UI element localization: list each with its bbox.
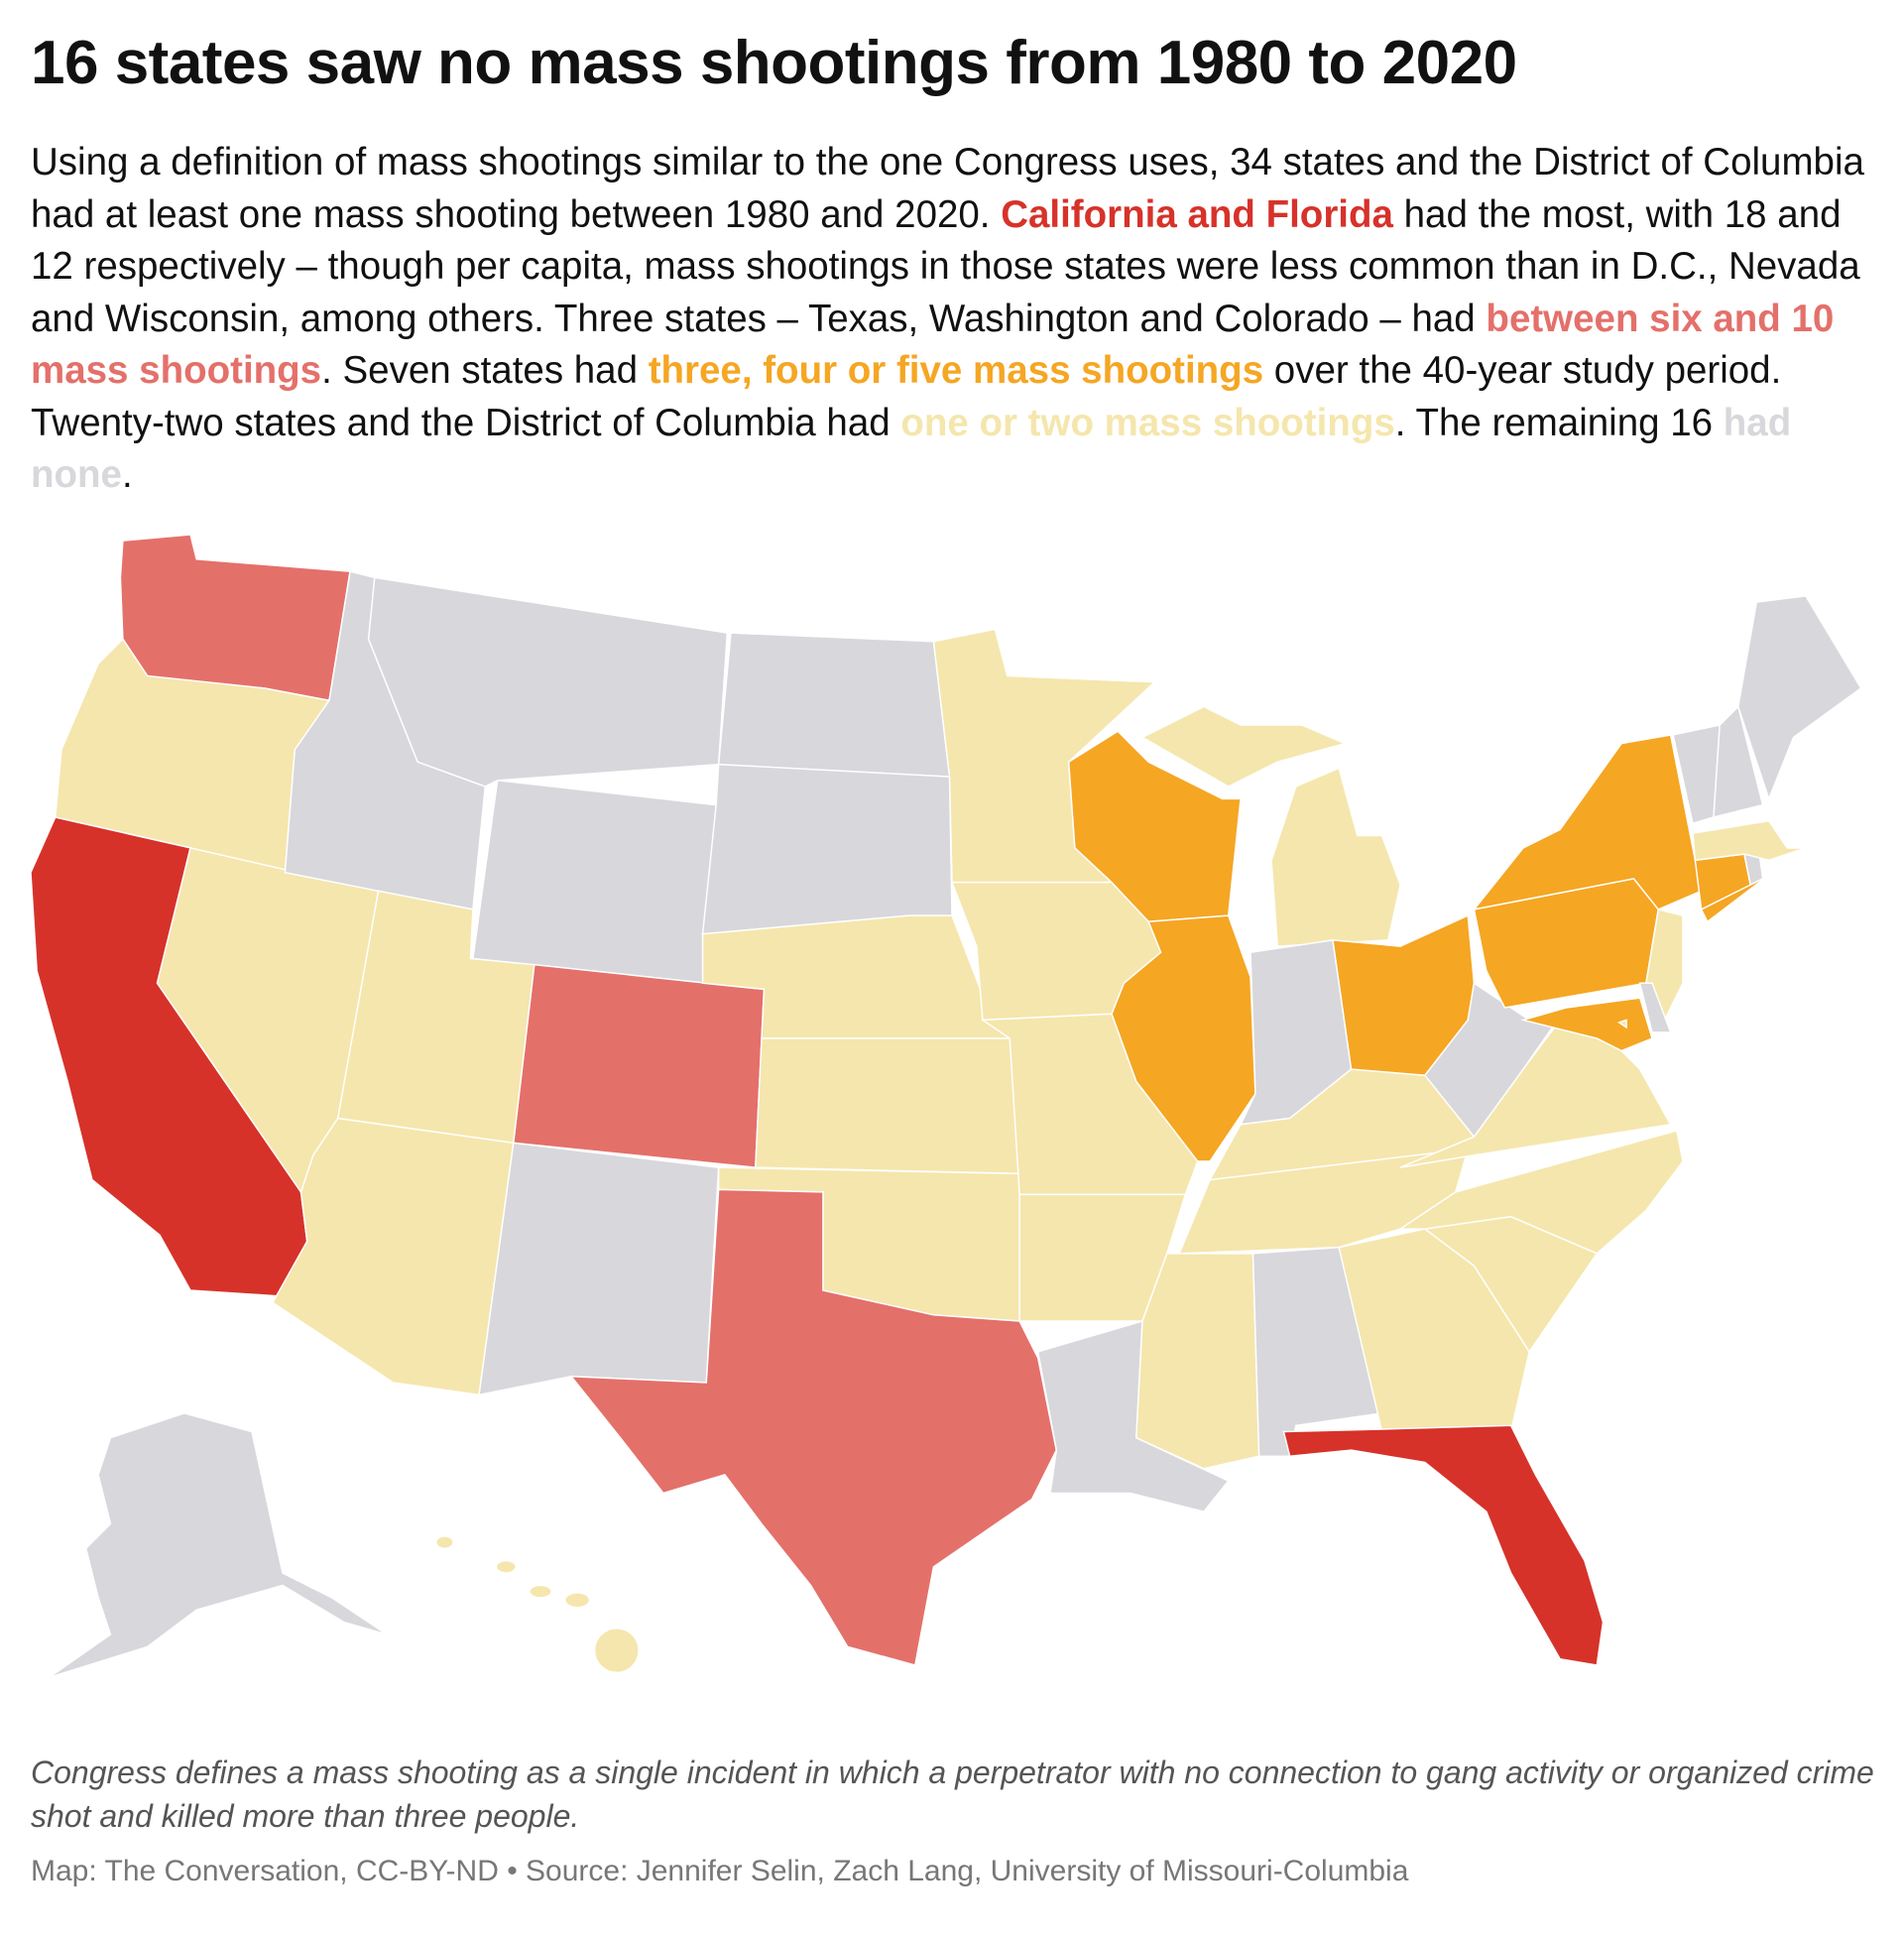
- definition-note: Congress defines a mass shooting as a si…: [31, 1755, 1874, 1834]
- highlight-most: California and Florida: [1001, 192, 1393, 236]
- state-wy: [472, 779, 717, 985]
- state-hi: [434, 1535, 454, 1549]
- intro-part: .: [121, 453, 133, 496]
- intro-part: had the most, with 18 and 12 respectivel…: [31, 192, 1860, 340]
- state-de: [1638, 982, 1672, 1033]
- intro-part: . Seven states had: [321, 349, 649, 392]
- state-sd: [701, 763, 953, 935]
- highlight-one-to-two: one or two mass shootings: [900, 401, 1395, 444]
- state-tx: [569, 1188, 1058, 1666]
- state-ny: [1472, 734, 1703, 911]
- state-ma: [1692, 819, 1807, 862]
- state-mi: [1140, 705, 1348, 787]
- state-hi: [529, 1584, 552, 1599]
- state-hi: [593, 1628, 640, 1674]
- state-dc: [1616, 1019, 1627, 1030]
- state-nc: [1397, 1130, 1684, 1255]
- page-title: 16 states saw no mass shootings from 198…: [31, 29, 1517, 97]
- intro-part: Using a definition of mass shootings sim…: [31, 141, 1864, 236]
- state-fl: [1282, 1424, 1605, 1666]
- highlight-none: had none: [31, 401, 1792, 497]
- state-mi: [1270, 767, 1401, 947]
- source-credit: Map: The Conversation, CC-BY-ND • Source…: [31, 1855, 1409, 1887]
- state-wa: [119, 534, 351, 702]
- state-nm: [478, 1142, 720, 1396]
- intro-part: over the 40-year study period. Twenty-tw…: [31, 349, 1782, 444]
- state-il: [1111, 914, 1256, 1162]
- state-hi: [564, 1592, 591, 1609]
- state-nh: [1713, 705, 1764, 818]
- state-mt: [367, 576, 729, 787]
- state-wi: [1067, 730, 1242, 923]
- intro-part: . The remaining 16: [1394, 401, 1724, 444]
- state-md: [1520, 997, 1653, 1052]
- state-me: [1737, 595, 1862, 801]
- highlight-six-to-ten: between six and 10 mass shootings: [31, 297, 1835, 393]
- intro-text: Using a definition of mass shootings sim…: [31, 137, 1885, 502]
- state-ms: [1135, 1253, 1260, 1470]
- highlight-three-to-five: three, four or five mass shootings: [648, 349, 1264, 392]
- state-nd: [717, 632, 951, 778]
- state-ks: [755, 1037, 1020, 1175]
- state-co: [512, 963, 766, 1168]
- state-ak: [49, 1412, 388, 1679]
- state-hi: [495, 1559, 518, 1574]
